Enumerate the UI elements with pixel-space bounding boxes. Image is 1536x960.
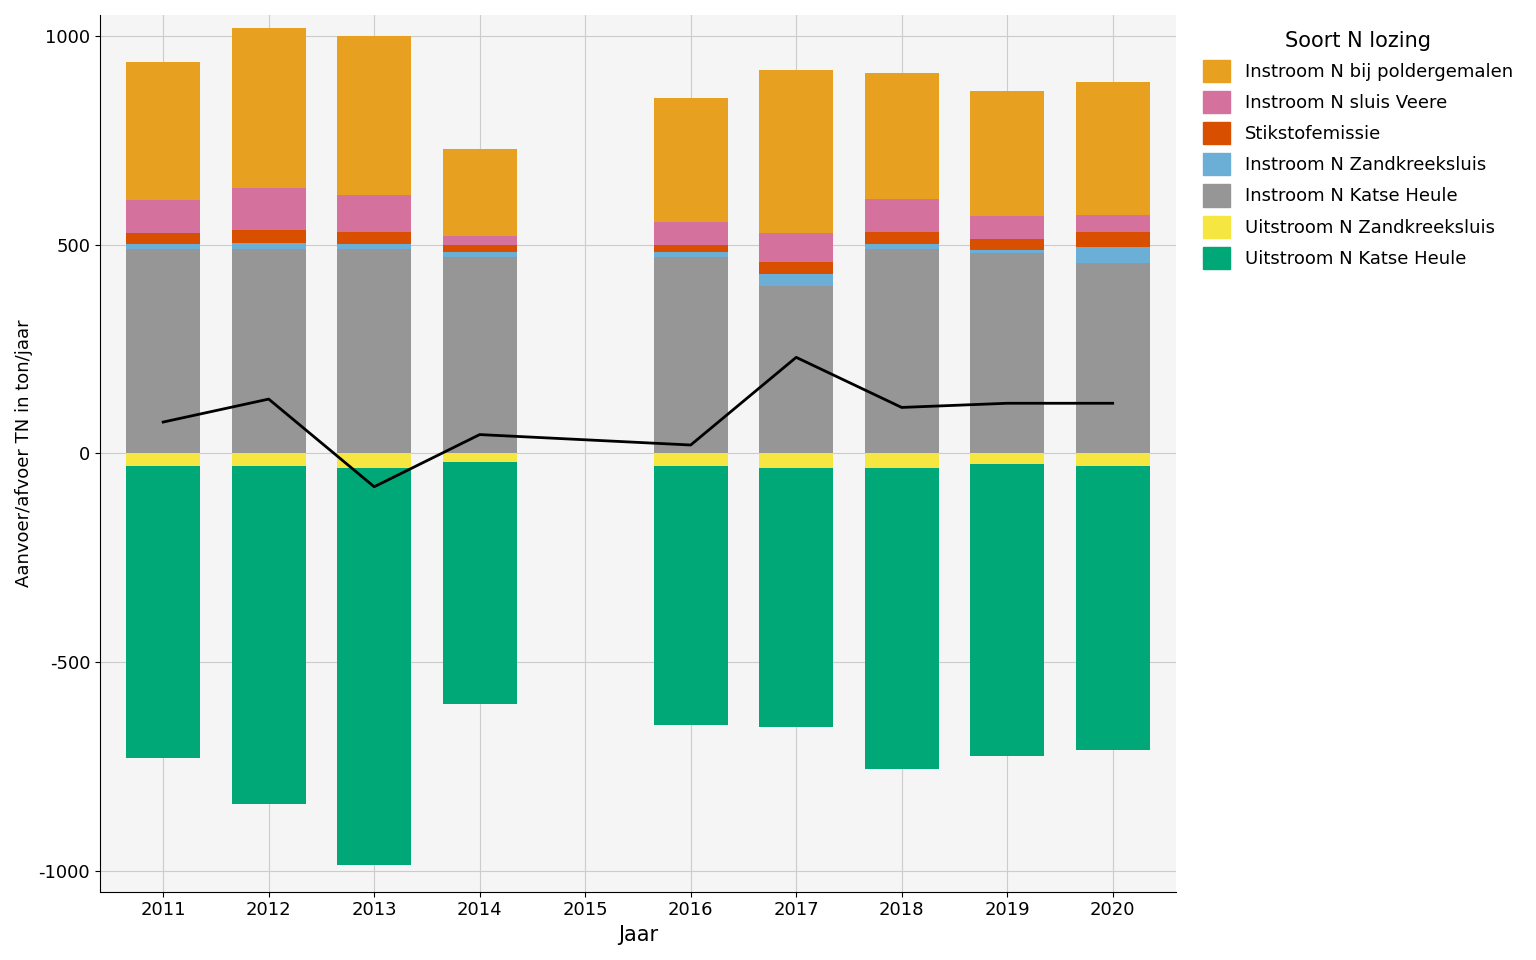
Bar [654, 466, 728, 725]
Bar [338, 249, 412, 453]
Bar [1075, 232, 1149, 247]
Bar [232, 230, 306, 243]
Bar [126, 233, 200, 244]
Bar [126, 249, 200, 453]
Bar [338, 244, 412, 249]
Bar [126, 244, 200, 249]
Bar [971, 239, 1044, 250]
Bar [759, 70, 833, 233]
Bar [442, 252, 516, 257]
Bar [865, 468, 938, 769]
Bar [1075, 215, 1149, 232]
Bar [759, 468, 833, 727]
Bar [654, 99, 728, 222]
Bar [865, 232, 938, 244]
Bar [1075, 247, 1149, 263]
Bar [338, 453, 412, 468]
Bar [971, 91, 1044, 216]
Bar [232, 28, 306, 188]
Bar [971, 250, 1044, 253]
X-axis label: Jaar: Jaar [617, 925, 657, 945]
Bar [442, 245, 516, 252]
Bar [1075, 82, 1149, 215]
Bar [442, 453, 516, 462]
Bar [442, 257, 516, 453]
Bar [1075, 453, 1149, 466]
Bar [338, 468, 412, 865]
Bar [865, 453, 938, 468]
Bar [759, 262, 833, 274]
Bar [654, 245, 728, 252]
Bar [759, 286, 833, 453]
Bar [654, 453, 728, 466]
Bar [126, 62, 200, 200]
Bar [338, 36, 412, 195]
Bar [126, 466, 200, 758]
Bar [759, 233, 833, 262]
Bar [442, 236, 516, 245]
Bar [232, 188, 306, 230]
Bar [865, 74, 938, 199]
Bar [338, 195, 412, 232]
Bar [865, 199, 938, 232]
Bar [232, 453, 306, 466]
Legend: Instroom N bij poldergemalen, Instroom N sluis Veere, Stikstofemissie, Instroom : Instroom N bij poldergemalen, Instroom N… [1195, 24, 1519, 276]
Bar [442, 462, 516, 704]
Bar [1075, 466, 1149, 750]
Bar [232, 249, 306, 453]
Bar [971, 453, 1044, 464]
Bar [126, 200, 200, 233]
Bar [232, 243, 306, 249]
Bar [865, 244, 938, 249]
Bar [654, 222, 728, 245]
Bar [1075, 263, 1149, 453]
Bar [971, 216, 1044, 239]
Bar [654, 257, 728, 453]
Bar [971, 464, 1044, 756]
Bar [654, 252, 728, 257]
Bar [759, 274, 833, 286]
Bar [126, 453, 200, 466]
Bar [442, 149, 516, 236]
Bar [971, 253, 1044, 453]
Bar [759, 453, 833, 468]
Bar [232, 466, 306, 804]
Bar [338, 232, 412, 244]
Bar [865, 249, 938, 453]
Y-axis label: Aanvoer/afvoer TN in ton/jaar: Aanvoer/afvoer TN in ton/jaar [15, 320, 32, 588]
